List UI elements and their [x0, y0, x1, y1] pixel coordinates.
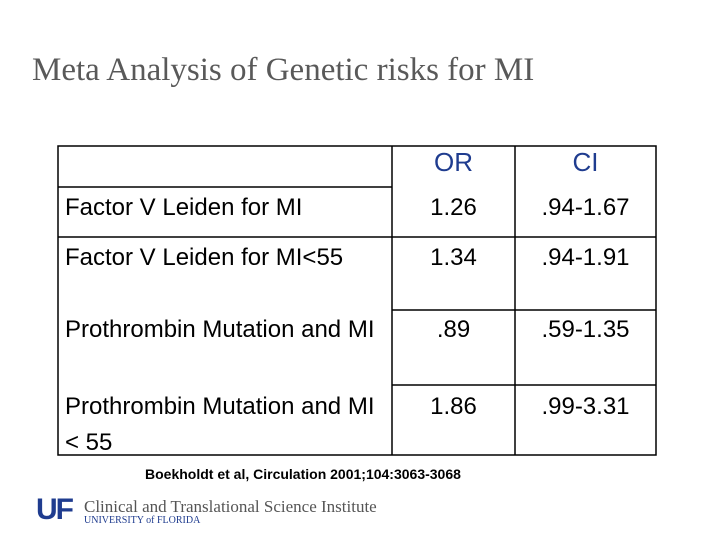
cell-value: 1.86 — [430, 393, 477, 420]
cell-value: .99-3.31 — [541, 393, 630, 420]
row-label: Factor V Leiden for MI<55 — [65, 244, 344, 271]
cell-value: .89 — [436, 316, 471, 343]
row-label: Prothrombin Mutation and MI < 55 — [65, 393, 375, 456]
university-name: UNIVERSITY of FLORIDA — [84, 515, 201, 526]
column-header: OR — [434, 147, 473, 177]
cell-value: 1.26 — [430, 194, 477, 221]
logo-mark: UF — [36, 493, 74, 526]
institute-name: Clinical and Translational Science Insti… — [84, 497, 377, 516]
cell-value: .59-1.35 — [541, 316, 630, 343]
row-label: Prothrombin Mutation and MI — [65, 316, 375, 343]
cell-value: .94-1.67 — [541, 194, 630, 221]
citation: Boekholdt et al, Circulation 2001;104:30… — [145, 466, 461, 482]
slide-title: Meta Analysis of Genetic risks for MI — [32, 52, 535, 88]
column-header: CI — [572, 147, 599, 177]
row-label: Factor V Leiden for MI — [65, 194, 303, 221]
cell-value: .94-1.91 — [541, 244, 630, 271]
cell-value: 1.34 — [430, 244, 477, 271]
